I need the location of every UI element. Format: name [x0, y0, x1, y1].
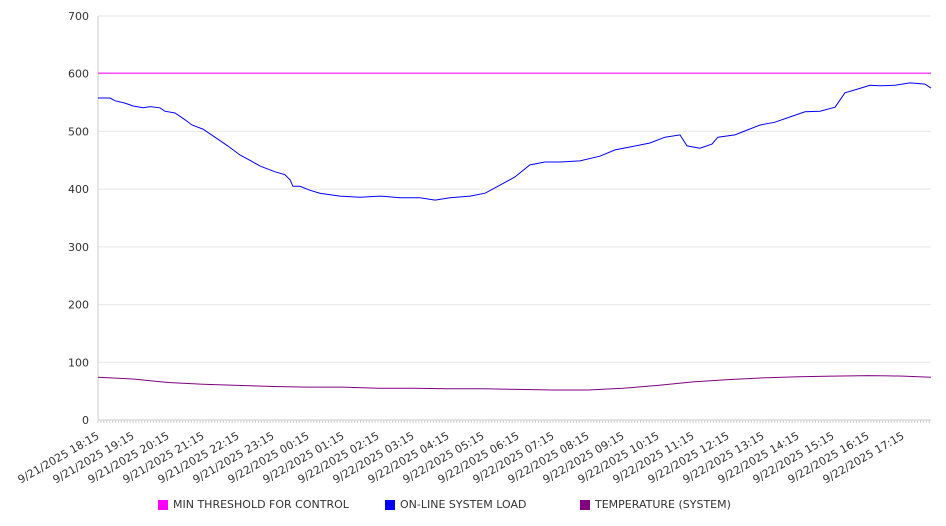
x-axis: 9/21/2025 18:159/21/2025 19:159/21/2025 … [16, 419, 931, 486]
legend-swatch [158, 499, 168, 510]
y-tick-label: 700 [68, 10, 89, 23]
y-tick-label: 500 [68, 125, 89, 138]
legend-item-temperature[interactable]: TEMPERATURE (SYSTEM) [580, 498, 731, 511]
legend-swatch [385, 499, 395, 510]
y-tick-label: 100 [68, 356, 89, 369]
legend-label: ON-LINE SYSTEM LOAD [400, 498, 527, 511]
y-tick-label: 400 [68, 183, 89, 196]
grid [98, 15, 931, 363]
series-line-1 [98, 82, 932, 201]
legend-item-threshold[interactable]: MIN THRESHOLD FOR CONTROL [158, 498, 349, 511]
legend: MIN THRESHOLD FOR CONTROL ON-LINE SYSTEM… [0, 498, 946, 514]
y-tick-label: 0 [82, 414, 89, 427]
series-line-2 [97, 375, 932, 391]
series-lines [97, 72, 932, 391]
legend-swatch [580, 499, 590, 510]
legend-label: MIN THRESHOLD FOR CONTROL [173, 498, 349, 511]
legend-item-load[interactable]: ON-LINE SYSTEM LOAD [385, 498, 526, 511]
legend-label: TEMPERATURE (SYSTEM) [595, 498, 731, 511]
y-tick-label: 600 [68, 68, 89, 81]
y-tick-label: 200 [68, 299, 89, 312]
y-tick-label: 300 [68, 241, 89, 254]
y-axis: 0 100 200 300 400 500 600 700 [68, 10, 99, 427]
